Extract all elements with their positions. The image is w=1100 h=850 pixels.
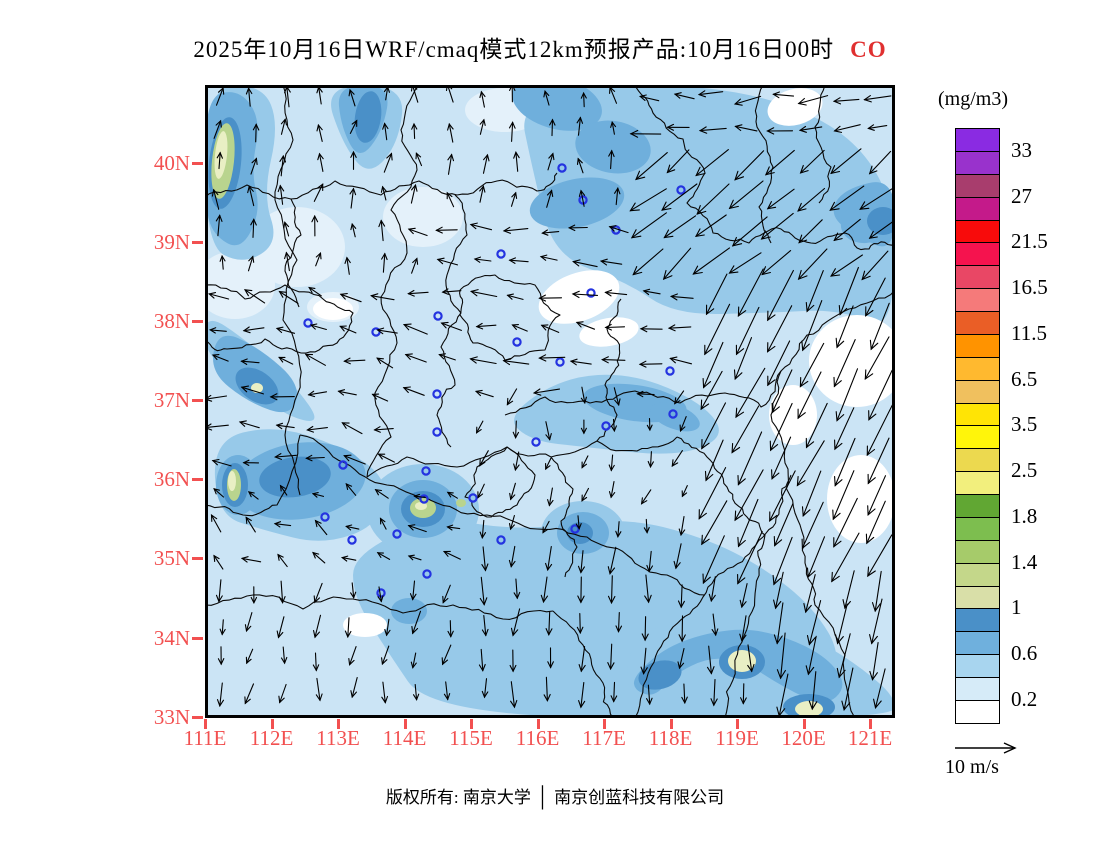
lon-label-115E: 115E — [449, 726, 493, 750]
title-text: 2025年10月16日WRF/cmaq模式12km预报产品:10月16日00时 — [193, 37, 835, 62]
lat-label-35N: 35N — [153, 546, 190, 570]
legend-box — [955, 631, 1000, 656]
lon-tick — [802, 719, 806, 729]
lat-tick — [192, 637, 203, 640]
legend-box — [955, 654, 1000, 679]
legend-value-3.5: 3.5 — [1011, 412, 1038, 437]
legend-box — [955, 700, 1000, 724]
lon-label-111E: 111E — [183, 726, 227, 750]
legend-box — [955, 219, 1000, 244]
legend-box — [955, 333, 1000, 358]
lon-label-114E: 114E — [382, 726, 427, 750]
scale-arrow-head — [1003, 742, 1017, 754]
legend-box — [955, 356, 1000, 381]
lat-label-36N: 36N — [153, 467, 190, 491]
lon-label-116E: 116E — [515, 726, 560, 750]
forecast-map — [205, 85, 895, 718]
lat-label-40N: 40N — [153, 151, 190, 175]
copyright-right: 南京创蓝科技有限公司 — [554, 788, 725, 807]
legend-unit: (mg/m3) — [938, 88, 1008, 110]
legend-box — [955, 585, 1000, 610]
concentration-fill-layer — [205, 85, 895, 718]
footer-separator: | — [539, 781, 546, 810]
lat-tick — [192, 557, 203, 560]
lon-tick — [669, 719, 673, 729]
lon-label-120E: 120E — [781, 726, 826, 750]
lat-label-33N: 33N — [153, 705, 190, 729]
lat-tick — [192, 162, 203, 165]
lon-tick — [470, 719, 473, 729]
legend-box — [955, 196, 1000, 221]
lon-label-117E: 117E — [582, 726, 626, 750]
map-layers — [205, 85, 895, 718]
legend-box — [955, 562, 1000, 587]
species-label: CO — [850, 37, 887, 62]
legend-box — [955, 516, 1000, 541]
legend-box — [955, 448, 1000, 473]
legend-box — [955, 677, 1000, 701]
lon-label-118E: 118E — [648, 726, 693, 750]
legend-value-33: 33 — [1011, 137, 1032, 162]
lat-tick — [192, 399, 203, 402]
lat-tick — [192, 241, 203, 244]
legend-value-1: 1 — [1011, 595, 1022, 620]
lat-tick — [192, 320, 203, 323]
lon-label-112E: 112E — [249, 726, 294, 750]
lon-label-119E: 119E — [715, 726, 759, 750]
legend-box — [955, 425, 1000, 450]
legend-box — [955, 288, 1000, 313]
lat-label-34N: 34N — [153, 626, 190, 650]
legend-value-2.5: 2.5 — [1011, 458, 1038, 483]
legend-box — [955, 471, 1000, 496]
lat-label-37N: 37N — [153, 388, 190, 412]
map-canvas — [205, 85, 895, 718]
legend-box — [955, 539, 1000, 564]
lon-tick — [403, 719, 407, 729]
legend-value-0.2: 0.2 — [1011, 687, 1038, 711]
legend-box — [955, 242, 1000, 267]
legend-box — [955, 311, 1000, 335]
legend-value-0.6: 0.6 — [1011, 641, 1038, 666]
wind-scale-label: 10 m/s — [945, 756, 999, 778]
lon-tick — [603, 719, 606, 729]
lat-tick — [192, 716, 203, 719]
lon-label-113E: 113E — [316, 726, 360, 750]
lat-label-38N: 38N — [153, 309, 190, 333]
legend-box — [955, 379, 1000, 404]
legend-value-27: 27 — [1011, 183, 1032, 208]
legend-value-21.5: 21.5 — [1011, 229, 1048, 254]
legend-value-11.5: 11.5 — [1011, 320, 1047, 345]
copyright-left: 版权所有: 南京大学 — [385, 788, 531, 807]
city-markers-layer — [303, 163, 686, 598]
lon-tick — [270, 719, 274, 729]
lon-label-121E: 121E — [847, 726, 893, 750]
legend-box — [955, 150, 1000, 175]
legend-box — [955, 402, 1000, 427]
copyright-footer: 版权所有: 南京大学 | 南京创蓝科技有限公司 — [385, 781, 725, 810]
lon-tick — [204, 719, 207, 729]
wind-vectors-layer — [205, 85, 895, 718]
lon-tick — [869, 719, 872, 729]
legend-box — [955, 173, 1000, 198]
legend-box — [955, 265, 1000, 290]
wind-scale-arrow — [955, 742, 1017, 754]
legend-value-1.4: 1.4 — [1011, 549, 1038, 574]
lat-tick — [192, 478, 203, 481]
lat-label-39N: 39N — [153, 230, 190, 254]
legend-box — [955, 128, 1000, 152]
lon-tick — [736, 719, 739, 729]
legend-value-6.5: 6.5 — [1011, 366, 1038, 391]
legend-value-16.5: 16.5 — [1011, 275, 1048, 300]
lon-tick — [337, 719, 340, 729]
page-title: 2025年10月16日WRF/cmaq模式12km预报产品:10月16日00时 C… — [193, 30, 886, 64]
legend-value-1.8: 1.8 — [1011, 503, 1038, 528]
legend-box — [955, 608, 1000, 633]
lon-tick — [536, 719, 540, 729]
legend-box — [955, 494, 1000, 518]
